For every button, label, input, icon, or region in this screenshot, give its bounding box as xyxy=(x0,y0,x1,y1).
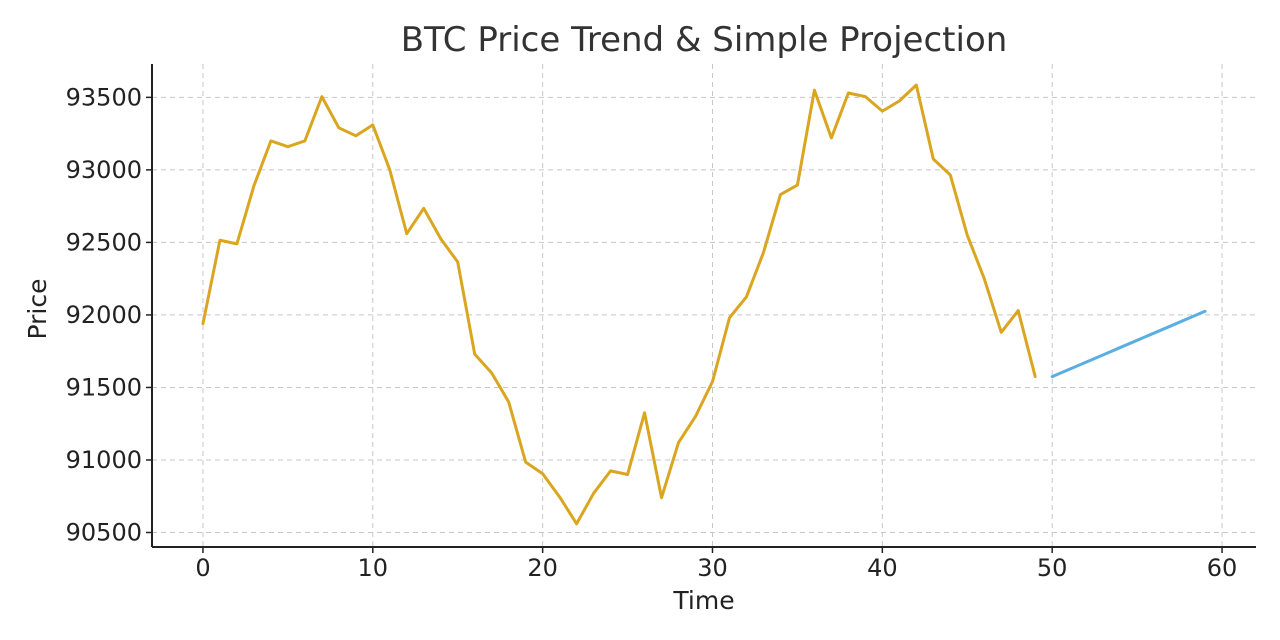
x-tick-label: 0 xyxy=(195,554,210,582)
x-tick-label: 30 xyxy=(697,554,728,582)
y-tick-label: 91500 xyxy=(66,373,142,401)
y-tick-label: 93500 xyxy=(66,83,142,111)
y-tick-label: 92000 xyxy=(66,301,142,329)
y-tick-label: 91000 xyxy=(66,446,142,474)
grid xyxy=(152,64,1256,547)
x-tick-label: 10 xyxy=(358,554,389,582)
projection-series-line xyxy=(1050,309,1207,379)
x-tick-label: 20 xyxy=(527,554,558,582)
series-layer xyxy=(201,83,1207,526)
x-axis-label: Time xyxy=(672,586,734,615)
x-tick-label: 40 xyxy=(867,554,898,582)
y-tick-label: 90500 xyxy=(66,518,142,546)
y-axis-label: Price xyxy=(23,279,52,340)
chart-title: BTC Price Trend & Simple Projection xyxy=(401,20,1008,60)
axes: 0 10 20 30 40 50 60 90500 91000 91500 92000 92500 93… xyxy=(66,64,1256,582)
y-tick-label: 92500 xyxy=(66,228,142,256)
price-series-line xyxy=(201,83,1037,526)
x-tick-label: 60 xyxy=(1207,554,1238,582)
y-tick-label: 93000 xyxy=(66,156,142,184)
x-tick-label: 50 xyxy=(1037,554,1068,582)
